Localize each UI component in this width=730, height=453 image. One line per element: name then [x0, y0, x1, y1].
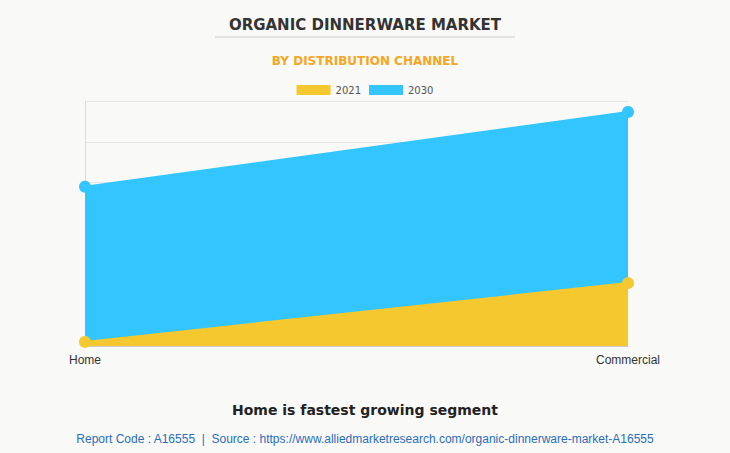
svg-text:2030: 2030 — [408, 85, 433, 96]
svg-text:Report Code : A16555 | Sourc: Report Code : A16555 | Source : https://… — [76, 432, 654, 446]
svg-text:Home: Home — [69, 353, 101, 367]
svg-text:ORGANIC DINNERWARE MARKET: ORGANIC DINNERWARE MARKET — [229, 16, 502, 34]
svg-text:Commercial: Commercial — [596, 353, 660, 367]
svg-text:BY DISTRIBUTION CHANNEL: BY DISTRIBUTION CHANNEL — [272, 54, 459, 68]
svg-text:2021: 2021 — [336, 85, 361, 96]
svg-text:Home is fastest growing segmen: Home is fastest growing segment — [232, 402, 498, 418]
